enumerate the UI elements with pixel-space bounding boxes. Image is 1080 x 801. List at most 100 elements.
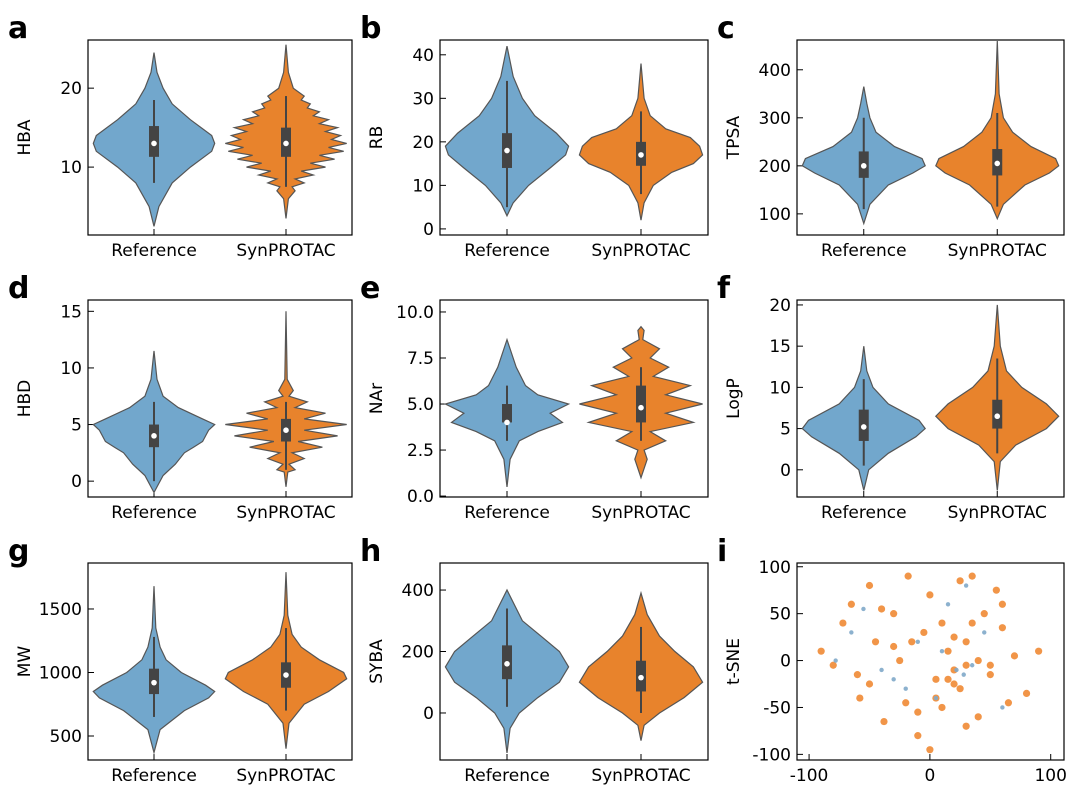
y-tick-label: 2.5 (407, 441, 434, 461)
point (904, 572, 912, 580)
y-axis-label: RB (367, 126, 387, 149)
point (980, 610, 988, 618)
median (151, 433, 157, 439)
y-tick-label: 300 (759, 109, 791, 129)
y-tick-label: 30 (412, 89, 434, 109)
y-tick-label: 5 (71, 416, 82, 436)
y-tick-label: 20 (60, 79, 82, 99)
y-tick-label: 50 (769, 605, 791, 625)
x-tick-label: Reference (111, 766, 197, 786)
median (283, 427, 289, 434)
x-tick-label: Reference (464, 241, 550, 261)
box (502, 404, 512, 423)
point (962, 661, 970, 669)
y-tick-label: 1000 (39, 663, 82, 683)
x-tick-label: 100 (1034, 766, 1066, 786)
point (879, 667, 884, 673)
y-tick-label: 20 (769, 296, 791, 316)
median (994, 413, 1001, 420)
y-axis-label: MW (15, 646, 35, 678)
y-tick-label: 0 (780, 652, 791, 672)
y-tick-label: -50 (763, 698, 791, 718)
axes-frame (796, 562, 1065, 761)
panel-letter: b (360, 11, 381, 46)
y-tick-label: 0.0 (407, 487, 434, 507)
y-tick-label: 40 (412, 46, 434, 66)
point (932, 675, 940, 683)
panel-letter: c (717, 11, 735, 46)
point (1000, 705, 1005, 710)
y-tick-label: 400 (402, 581, 434, 601)
median (151, 679, 157, 686)
x-tick-label: SynPROTAC (591, 503, 690, 523)
panel-letter: i (717, 534, 727, 569)
point (998, 600, 1006, 608)
y-tick-label: -100 (752, 745, 791, 765)
point (817, 647, 825, 655)
y-tick-label: 5.0 (407, 395, 434, 415)
point (956, 685, 964, 693)
point (1010, 652, 1019, 660)
point (861, 606, 866, 612)
point (890, 610, 898, 618)
x-tick-label: Reference (111, 503, 197, 523)
point (896, 656, 904, 665)
y-tick-label: 7.5 (407, 349, 434, 369)
x-tick-label: Reference (821, 503, 907, 523)
axes-frame (796, 39, 1065, 236)
panel-letter: g (8, 534, 29, 569)
y-tick-label: 20 (412, 133, 434, 153)
y-tick-label: 10 (412, 176, 434, 196)
x-tick-label: 0 (924, 766, 935, 786)
axes-frame (439, 39, 709, 236)
median (860, 163, 867, 169)
axes-frame (439, 562, 709, 761)
point (1022, 689, 1031, 697)
median (283, 140, 289, 147)
point (962, 722, 970, 730)
y-axis-label: HBA (15, 119, 35, 155)
x-tick-label: Reference (111, 241, 197, 261)
point (829, 661, 837, 669)
median (283, 672, 289, 678)
y-axis-label: LogP (724, 378, 744, 419)
point (847, 600, 855, 608)
axes-frame (87, 39, 353, 236)
point (914, 732, 922, 740)
point (877, 605, 886, 613)
x-tick-label: SynPROTAC (948, 503, 1047, 523)
x-tick-label: SynPROTAC (948, 241, 1047, 261)
median (504, 147, 510, 154)
point (969, 663, 975, 668)
y-tick-label: 10.0 (396, 303, 434, 323)
median (151, 140, 157, 147)
point (903, 686, 908, 691)
y-tick-label: 200 (402, 643, 434, 663)
point (961, 672, 966, 677)
point (856, 694, 864, 702)
y-tick-label: 500 (50, 727, 82, 747)
point (939, 648, 945, 654)
y-tick-label: 0 (423, 704, 434, 724)
point (833, 658, 838, 663)
point (933, 695, 939, 701)
box (636, 385, 646, 423)
median (504, 419, 510, 426)
x-tick-label: Reference (464, 766, 550, 786)
y-tick-label: 10 (60, 359, 82, 379)
point (986, 661, 994, 669)
y-tick-label: 10 (60, 158, 82, 178)
median (638, 152, 644, 158)
point (944, 647, 952, 655)
y-tick-label: 1500 (39, 600, 82, 620)
x-tick-label: SynPROTAC (591, 766, 690, 786)
y-axis-label: t-SNE (724, 638, 744, 685)
point (945, 602, 951, 607)
point (938, 619, 946, 627)
point (998, 624, 1006, 632)
y-tick-label: 100 (759, 205, 791, 225)
y-tick-label: 10 (769, 378, 791, 398)
y-tick-label: 400 (759, 61, 791, 81)
panel-letter: h (360, 534, 381, 569)
